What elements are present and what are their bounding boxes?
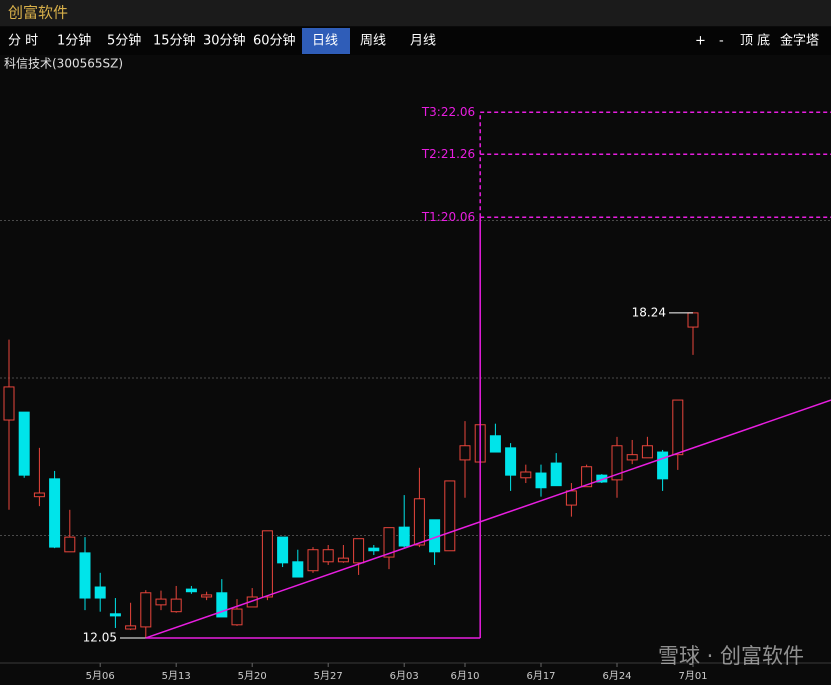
x-tick-label: 5月06 [86,670,115,682]
period-tab[interactable]: 月线 [410,34,436,49]
candle-body [261,530,273,598]
candle-body [368,547,380,552]
candle-body [49,478,61,548]
tool-button[interactable]: - [719,34,724,49]
target-label: T2:21.26 [421,147,475,161]
candle-body [18,411,30,476]
x-tick-label: 5月27 [314,670,343,682]
candle-body [535,472,547,489]
period-tab[interactable]: 分 时 [8,34,38,49]
period-tab[interactable]: 5分钟 [107,33,141,49]
candle-body [581,466,593,488]
candle-body [505,447,517,476]
candle-body [216,592,228,618]
x-tick-label: 6月10 [450,670,479,682]
candle-body [64,536,76,553]
candle-body [550,462,562,487]
candle-body [125,625,137,630]
candle-body [185,588,197,593]
candle-body [3,386,15,421]
high-label: 18.24 [632,305,666,319]
candle-body [201,594,213,598]
watermark: 雪球 · 创富软件 [658,644,804,668]
period-tab[interactable]: 日线 [312,34,338,49]
candle-body [641,445,653,459]
period-tab[interactable]: 60分钟 [253,33,296,49]
candle-body [170,598,182,613]
candle-body [33,492,45,498]
candle-body [109,613,121,617]
candle-body [520,471,532,479]
x-tick-label: 5月20 [238,670,267,682]
candle-body [611,445,623,481]
title-bar [0,0,831,26]
stock-name: 科信技术(300565SZ) [4,57,123,71]
candle-body [459,445,471,461]
period-tab[interactable]: 周线 [360,34,386,49]
candle-body [353,538,365,564]
candle-body [489,435,501,453]
tool-button[interactable]: + [695,34,706,49]
candle-body [626,454,638,461]
tool-button[interactable]: 顶 底 [740,33,770,49]
toolbar [0,27,831,55]
candle-body [413,498,425,546]
x-tick-label: 6月24 [602,670,631,682]
candle-body [307,549,319,572]
candle-body [337,557,349,563]
candle-body [322,549,334,563]
period-tab[interactable]: 30分钟 [203,33,246,49]
x-tick-label: 5月13 [162,670,191,682]
x-tick-label: 7月01 [678,670,707,682]
candle-body [672,399,684,456]
candle-body [155,598,167,606]
period-tab[interactable]: 1分钟 [57,33,91,49]
trend-line [145,399,831,639]
period-tab[interactable]: 15分钟 [153,33,196,49]
candle-body [657,451,669,480]
low-label: 12.05 [83,630,117,644]
target-label: T3:22.06 [421,105,475,119]
app-title: 创富软件 [8,4,68,22]
candle-body [140,592,152,628]
candle-body [79,552,91,599]
candle-body [444,480,456,552]
active-tab [302,28,350,54]
x-tick-label: 6月17 [526,670,555,682]
candle-body [687,312,699,328]
candle-body [383,527,395,558]
tool-button[interactable]: 金字塔 [780,33,819,49]
candle-body [94,586,106,599]
candle-body [398,526,410,547]
target-label: T1:20.06 [421,210,475,224]
x-tick-label: 6月03 [390,670,419,682]
candle-body [565,490,577,506]
candle-body [277,536,289,564]
candle-body [292,561,304,578]
candle-body [231,608,243,626]
